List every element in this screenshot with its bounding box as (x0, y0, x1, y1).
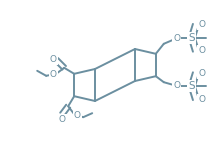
Text: O: O (173, 34, 180, 43)
Text: S: S (189, 33, 195, 43)
Text: O: O (198, 95, 205, 104)
Text: O: O (50, 55, 57, 64)
Text: S: S (189, 81, 195, 91)
Text: O: O (74, 111, 81, 120)
Text: O: O (198, 69, 205, 78)
Text: O: O (198, 46, 205, 55)
Text: O: O (173, 81, 180, 90)
Text: O: O (50, 70, 57, 79)
Text: O: O (198, 20, 205, 29)
Text: O: O (59, 115, 66, 124)
